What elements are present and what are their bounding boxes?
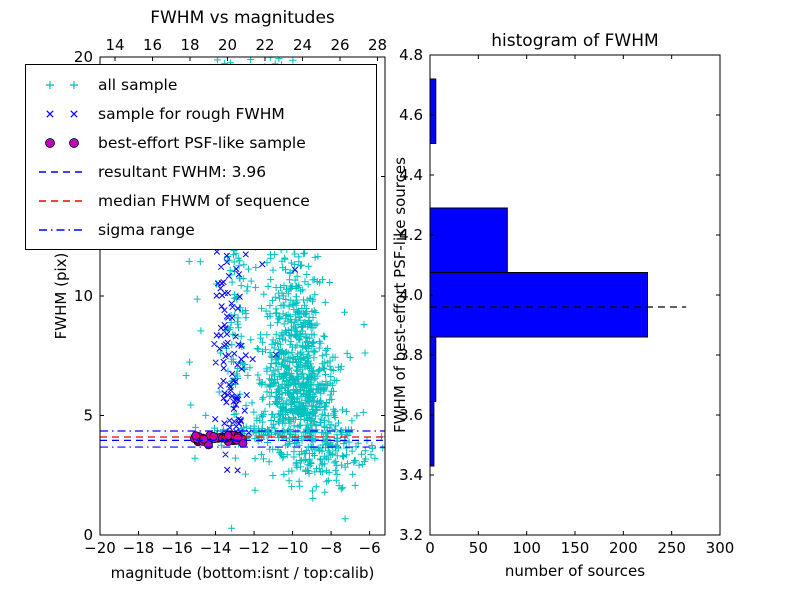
left-plot-ylabel: FWHM (pix) [52,252,70,340]
right-plot-xlabel: number of sources [504,562,646,580]
svg-text:10: 10 [74,287,93,305]
legend-item: resultant FWHM: 3.96 [36,157,366,186]
svg-text:3.6: 3.6 [399,406,423,424]
legend-item-label: all sample [98,75,178,94]
left-plot-hlines [100,430,385,448]
legend-line-swatch [39,199,85,202]
svg-text:−18: −18 [123,539,155,557]
histogram-bar [430,207,508,273]
legend-item: sigma range [36,215,366,244]
svg-text:−12: −12 [238,539,270,557]
svg-text:20: 20 [74,48,93,66]
svg-text:−10: −10 [277,539,309,557]
legend-item-label: sample for rough FWHM [98,104,285,123]
histogram-bar [430,78,437,144]
left-plot-title: FWHM vs magnitudes [150,8,335,28]
svg-text:0: 0 [425,539,435,557]
svg-text:150: 150 [561,539,590,557]
legend-line-swatch [39,228,85,231]
svg-text:200: 200 [609,539,638,557]
histogram-bar [430,401,435,467]
svg-text:16: 16 [143,36,162,54]
left-plot-xlabel: magnitude (bottom:isnt / top:calib) [110,564,375,582]
svg-text:3.2: 3.2 [399,526,423,544]
right-plot-ticks: 0 50 100 150 200 250 300 3.2 3.4 3.6 3.8 4.0 4.2 4.4 4… [399,46,734,557]
legend-marker-swatch [45,137,79,148]
svg-text:50: 50 [469,539,488,557]
legend-line-swatch [39,170,85,173]
svg-text:−20: −20 [84,539,116,557]
right-plot-title: histogram of FWHM [491,31,659,51]
legend-item: median FHWM of sequence [36,186,366,215]
right-plot-ylabel: FWHM of best-effort PSF-like sources [391,157,409,433]
svg-text:−14: −14 [200,539,232,557]
svg-text:26: 26 [330,36,349,54]
svg-text:−8: −8 [320,539,342,557]
legend-item: best-effort PSF-like sample [36,128,366,157]
legend-item: sample for rough FWHM [36,99,366,128]
left-plot-ticks: −20 −18 −16 −14 −12 −10 −8 −6 14 16 18 20 22 24 26 28 0 5… [74,36,387,557]
svg-text:300: 300 [706,539,735,557]
svg-text:−16: −16 [161,539,193,557]
histogram-bar [430,272,648,338]
svg-text:5: 5 [83,407,93,425]
svg-text:0: 0 [83,526,93,544]
svg-text:22: 22 [255,36,274,54]
svg-text:24: 24 [293,36,312,54]
legend: all sample sample for rough FWHM best-effo… [25,64,377,250]
histogram-bar [430,336,437,402]
svg-text:20: 20 [218,36,237,54]
legend-marker-swatch [46,80,78,89]
legend-item-label: resultant FWHM: 3.96 [98,162,267,181]
legend-item-label: median FHWM of sequence [98,191,310,210]
svg-text:14: 14 [105,36,124,54]
svg-text:4.4: 4.4 [399,166,423,184]
svg-text:4.8: 4.8 [399,46,423,64]
svg-text:100: 100 [512,539,541,557]
legend-item-label: best-effort PSF-like sample [98,133,306,152]
svg-text:4.0: 4.0 [399,286,423,304]
legend-marker-swatch [46,109,78,118]
right-plot: 0 50 100 150 200 250 300 3.2 3.4 3.6 3.8 4.0 4.2 4.4 4… [399,46,734,557]
legend-item: all sample [36,70,366,99]
svg-text:18: 18 [180,36,199,54]
svg-text:3.8: 3.8 [399,346,423,364]
svg-text:4.6: 4.6 [399,106,423,124]
svg-text:4.2: 4.2 [399,226,423,244]
svg-text:250: 250 [657,539,686,557]
legend-item-label: sigma range [98,220,195,239]
svg-text:3.4: 3.4 [399,466,423,484]
right-plot-data [430,78,687,467]
svg-text:28: 28 [368,36,387,54]
svg-text:−6: −6 [359,539,381,557]
